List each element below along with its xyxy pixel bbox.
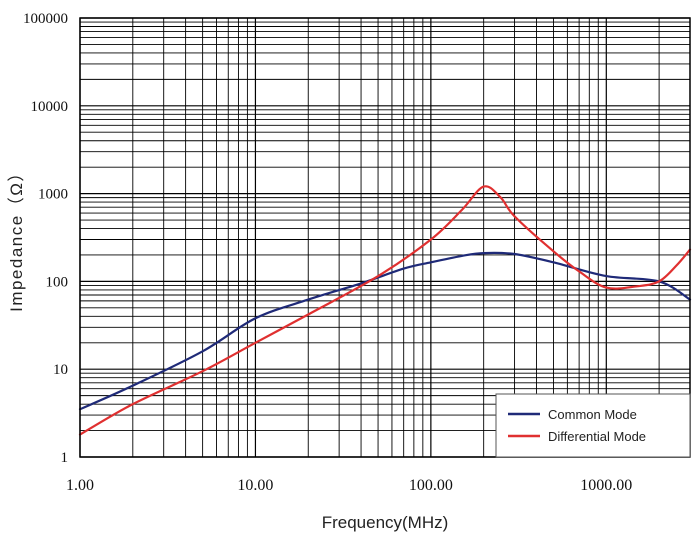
y-tick-label: 10 bbox=[53, 362, 68, 378]
grid-minor bbox=[80, 18, 691, 457]
legend-box bbox=[495, 393, 691, 458]
x-tick-label: 10.00 bbox=[237, 477, 273, 494]
y-tick-label: 100 bbox=[46, 274, 69, 290]
x-tick-labels: 1.00 10.00 100.00 1000.00 bbox=[66, 477, 632, 494]
series-line-differential-mode bbox=[78, 185, 692, 436]
y-tick-label: 1 bbox=[61, 450, 69, 466]
legend-label-differential-mode: Differential Mode bbox=[548, 429, 646, 444]
y-tick-label: 10000 bbox=[31, 99, 69, 115]
x-tick-label: 1000.00 bbox=[580, 477, 632, 494]
x-tick-label: 1.00 bbox=[66, 477, 94, 494]
x-tick-label: 100.00 bbox=[409, 477, 453, 494]
plot-frame bbox=[79, 17, 691, 458]
y-tick-labels: 1 10 100 1000 10000 100000 bbox=[23, 11, 68, 466]
series-layer bbox=[78, 185, 692, 436]
y-axis-label: Impedance（Ω） bbox=[7, 163, 26, 312]
legend: Common Mode Differential Mode bbox=[495, 393, 691, 458]
y-tick-label: 1000 bbox=[38, 187, 68, 203]
legend-label-common-mode: Common Mode bbox=[548, 407, 637, 422]
x-axis-label: Frequency(MHz) bbox=[322, 513, 449, 532]
series-line-common-mode bbox=[78, 251, 692, 411]
y-tick-label: 100000 bbox=[23, 11, 68, 27]
